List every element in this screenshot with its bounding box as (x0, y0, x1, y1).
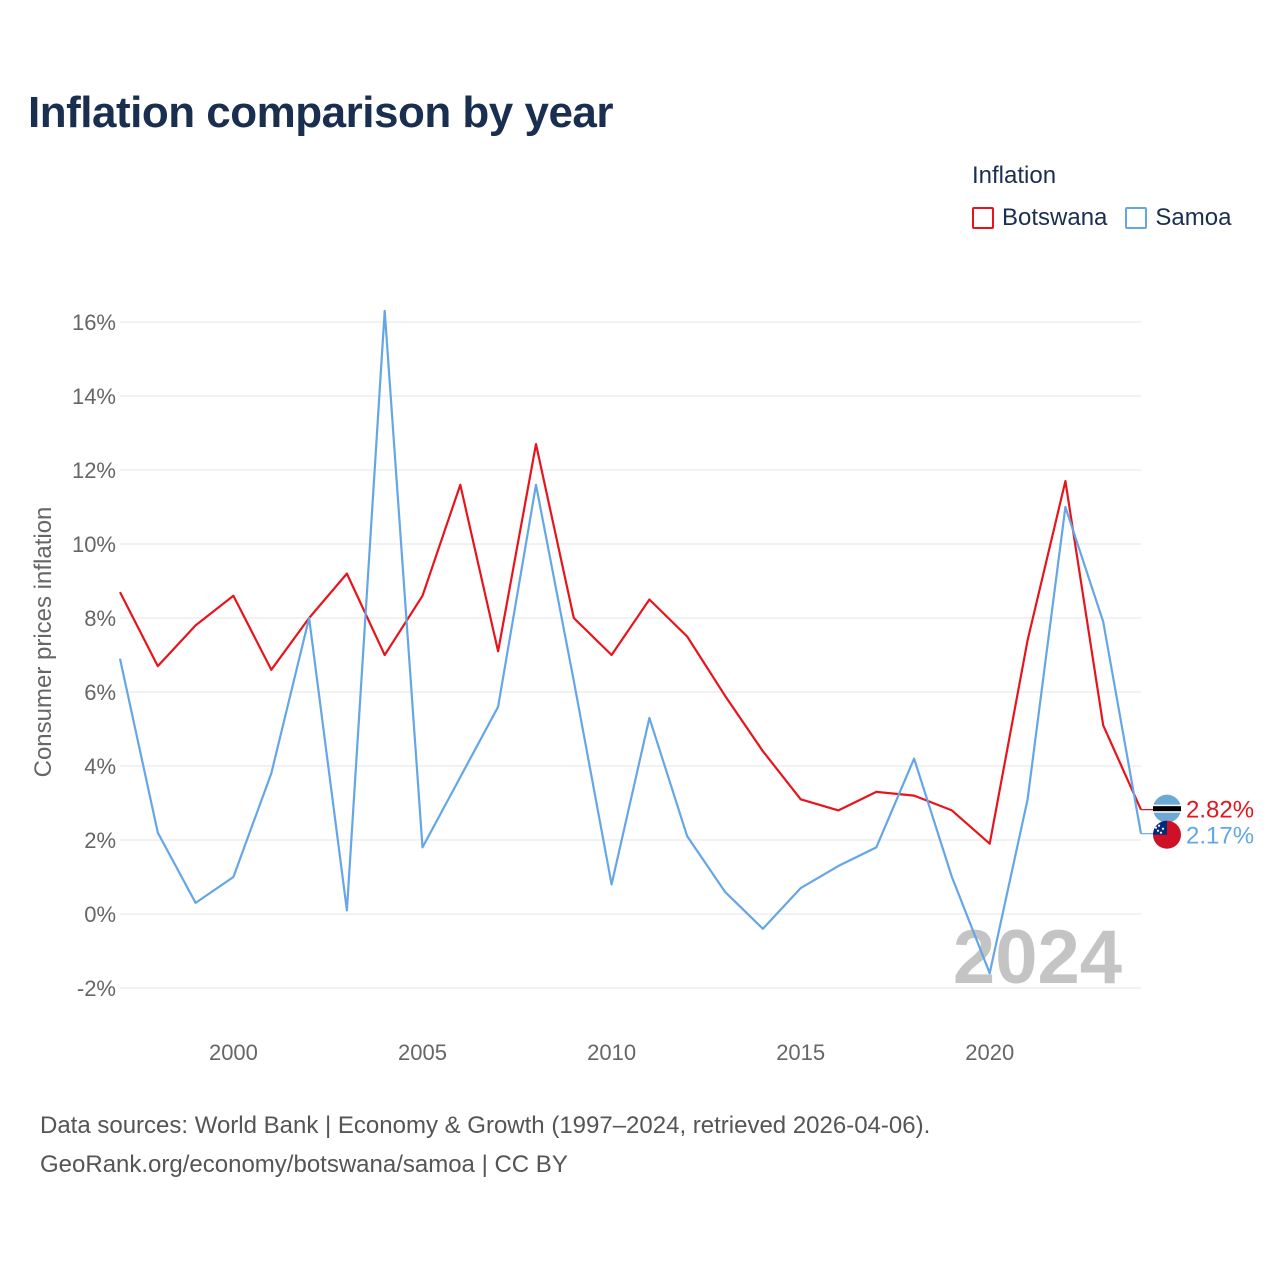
x-tick-label: 2015 (776, 1040, 825, 1065)
end-label-botswana: 2.82% (1186, 797, 1254, 824)
y-tick-label: -2% (77, 976, 116, 1001)
legend-title: Inflation (972, 162, 1057, 189)
x-tick-label: 2005 (398, 1040, 447, 1065)
x-tick-label: 2010 (587, 1040, 636, 1065)
y-tick-label: 12% (72, 458, 116, 483)
legend-label-botswana: Botswana (1002, 204, 1108, 231)
year-watermark: 2024 (953, 915, 1122, 1000)
y-tick-label: 10% (72, 532, 116, 557)
botswana-flag-icon (1153, 794, 1181, 823)
legend-item-samoa[interactable]: Samoa (1125, 204, 1231, 232)
line-chart: -2%0%2%4%6%8%10%12%14%16% 2000 2005 2010 20… (30, 309, 1254, 1065)
source-note: Data sources: World Bank | Economy & Gro… (40, 1106, 930, 1184)
source-line-1: Data sources: World Bank | Economy & Gro… (40, 1112, 931, 1139)
y-tick-label: 8% (84, 606, 116, 631)
legend-item-botswana[interactable]: Botswana (972, 204, 1107, 232)
end-connector-botswana (1141, 808, 1155, 811)
chart-title: Inflation comparison by year (28, 88, 614, 137)
end-label-samoa: 2.17% (1186, 823, 1254, 850)
samoa-flag-icon (1153, 820, 1181, 849)
gridlines (120, 321, 1141, 989)
y-tick-label: 14% (72, 384, 116, 409)
y-tick-label: 2% (84, 828, 116, 853)
y-tick-label: 16% (72, 310, 116, 335)
legend-label-samoa: Samoa (1155, 204, 1232, 231)
y-tick-label: 0% (84, 902, 116, 927)
y-tick-label: 4% (84, 754, 116, 779)
x-tick-label: 2000 (209, 1040, 258, 1065)
x-tick-label: 2020 (965, 1040, 1014, 1065)
legend: Inflation Botswana Samoa (972, 162, 1231, 232)
series-line-botswana[interactable] (119, 443, 1143, 845)
legend-swatch-botswana (972, 207, 994, 229)
end-labels: 2.82%2.17% (1141, 794, 1254, 850)
y-axis-label: Consumer prices inflation (30, 507, 57, 778)
source-line-2[interactable]: GeoRank.org/economy/botswana/samoa | CC … (40, 1151, 568, 1178)
end-connector-samoa (1141, 833, 1155, 835)
series-lines (118, 309, 1143, 975)
x-axis-ticks: 2000 2005 2010 2015 2020 (209, 1040, 1014, 1065)
legend-swatch-samoa (1125, 207, 1148, 229)
y-tick-label: 6% (84, 680, 116, 705)
series-line-samoa[interactable] (118, 309, 1143, 975)
y-axis-ticks: -2% 0% 2% 4% 6% 8% 10% 12% 14% 16% (72, 310, 116, 1001)
